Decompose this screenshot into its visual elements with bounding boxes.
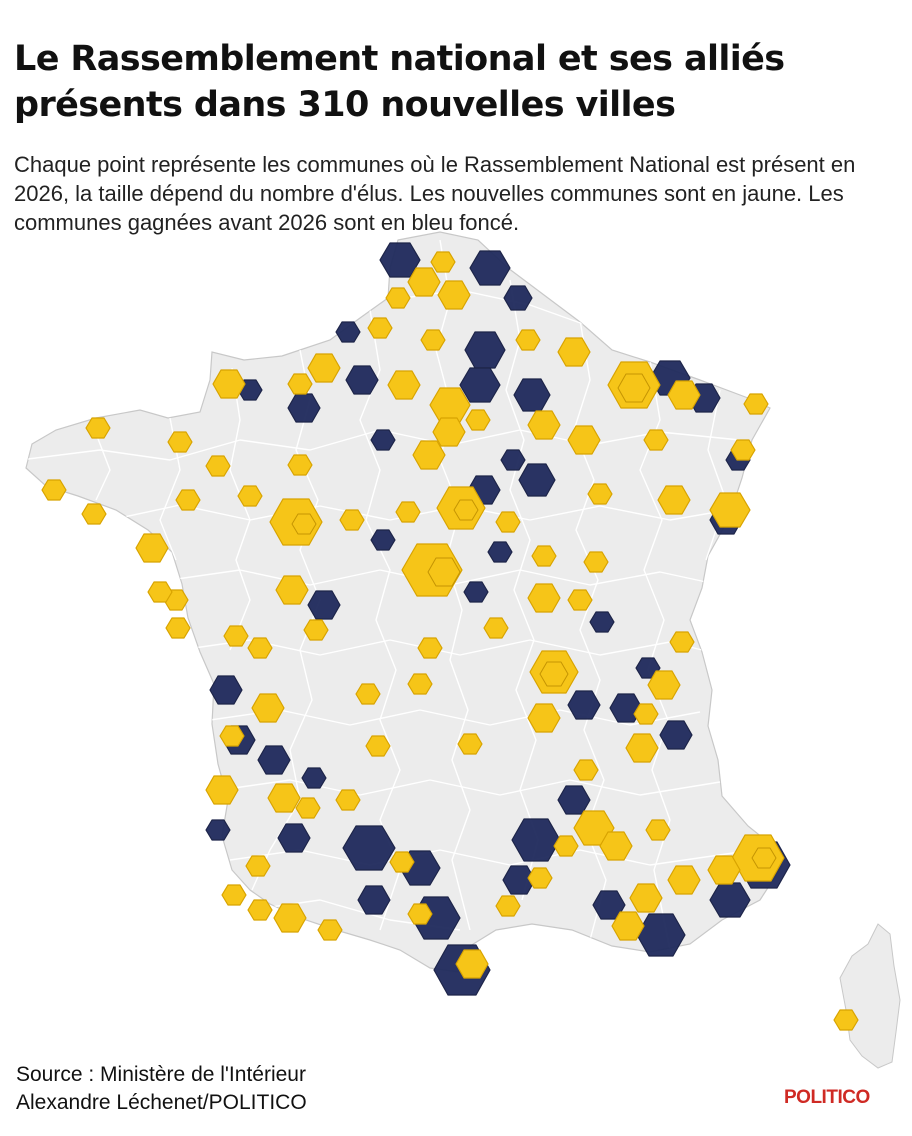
politico-logo: POLITICO: [784, 1087, 870, 1108]
commune-hexagons: [41, 242, 859, 1031]
hexagon-outline-details: [291, 373, 777, 869]
author-line: Alexandre Léchenet/POLITICO: [16, 1091, 307, 1114]
land: [25, 231, 901, 1069]
new-communes-hexagons: [41, 251, 859, 1031]
chart-title: Le Rassemblement national et ses alliés …: [14, 39, 785, 125]
chart-subtitle: Chaque point représente les communes où …: [14, 152, 856, 235]
corsica-island: [839, 923, 901, 1069]
source-credit: Source : Ministère de l'Intérieur Alexan…: [16, 1061, 307, 1117]
source-line: Source : Ministère de l'Intérieur: [16, 1063, 306, 1086]
